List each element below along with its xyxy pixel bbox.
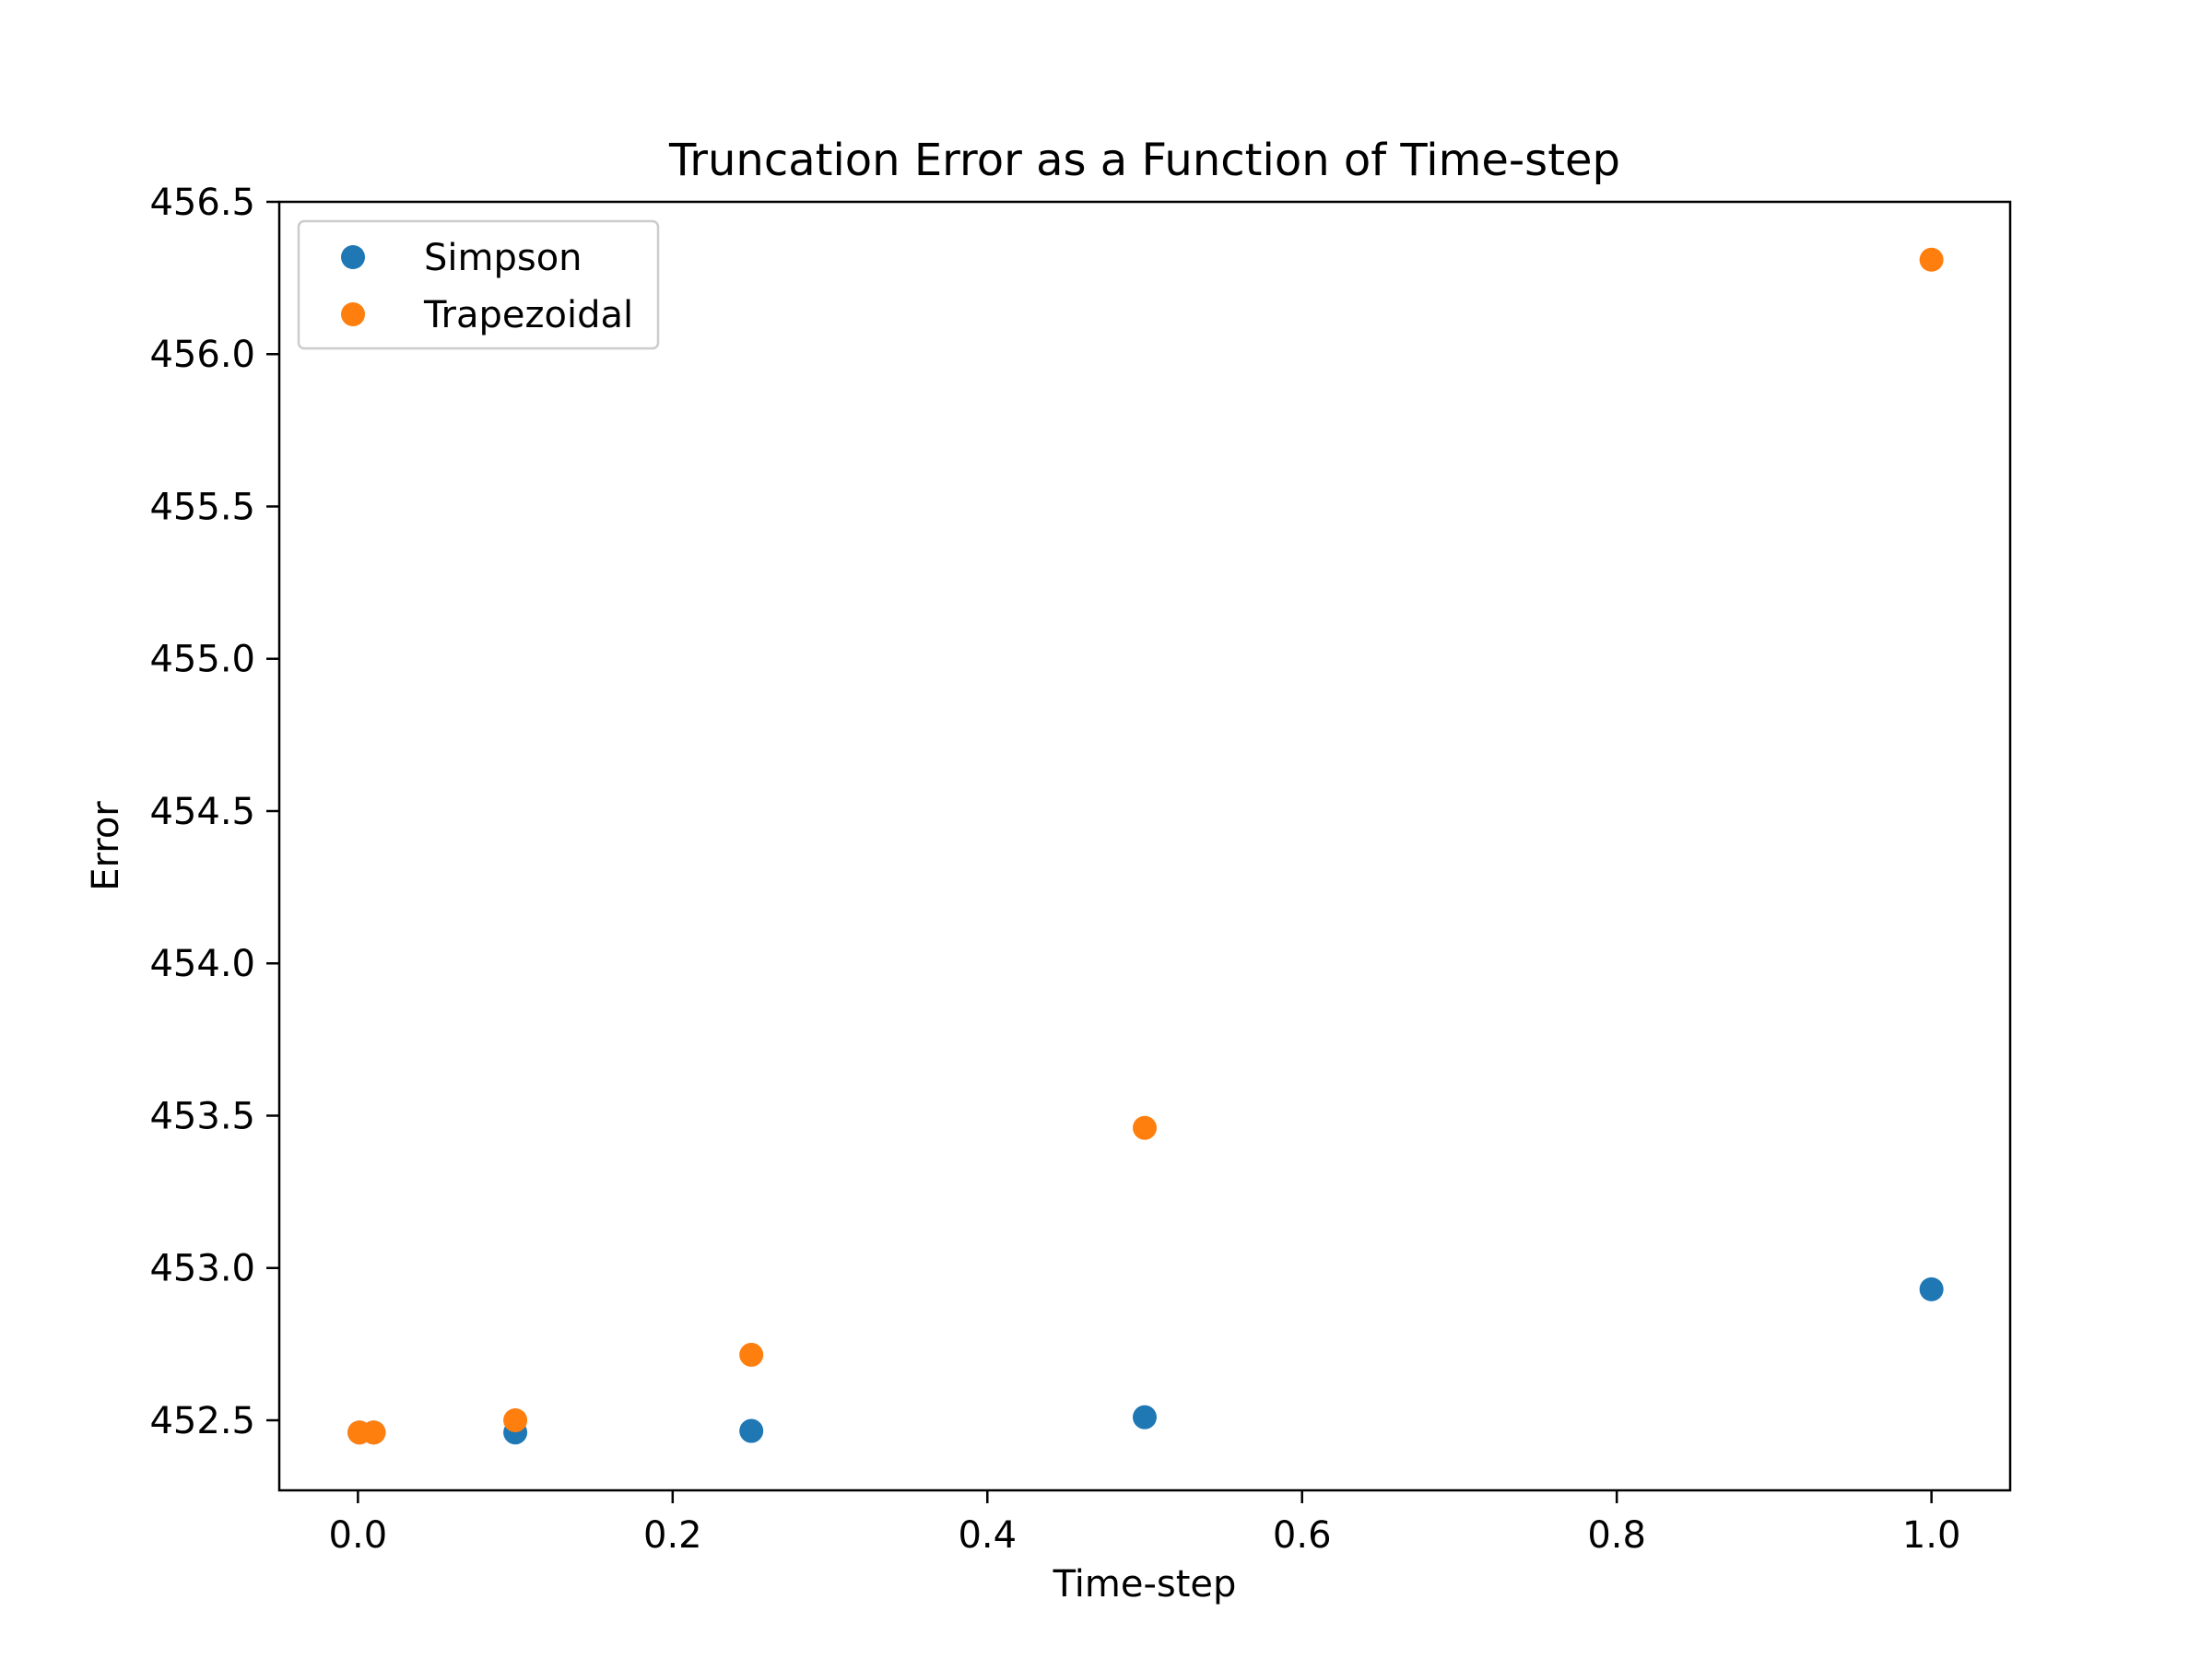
y-tick-label: 453.5 — [149, 1095, 255, 1137]
y-axis: 452.5 453.0 453.5 454.0 454.5 455.0 455.5 456.0… — [149, 182, 279, 1442]
legend: Simpson Trapezoidal — [297, 219, 660, 350]
simpson-point — [1133, 1405, 1157, 1430]
legend-box — [297, 219, 660, 350]
trapezoidal-point — [1919, 247, 1944, 272]
x-axis: 0.0 0.2 0.4 0.6 0.8 1.0 — [329, 1490, 1961, 1557]
y-tick-label: 452.5 — [149, 1400, 255, 1442]
trapezoidal-point — [503, 1407, 528, 1432]
x-tick-label: 0.2 — [643, 1514, 702, 1557]
plot-frame — [277, 200, 2012, 1492]
legend-marker-trapezoidal — [341, 302, 365, 326]
legend-label-simpson: Simpson — [424, 237, 582, 279]
trapezoidal-point — [739, 1342, 764, 1367]
y-axis-label: Error — [85, 801, 127, 891]
x-tick-label: 0.6 — [1273, 1514, 1332, 1557]
simpson-point — [739, 1418, 764, 1443]
x-tick-label: 0.4 — [958, 1514, 1017, 1557]
x-axis-label: Time-step — [1053, 1563, 1237, 1606]
trapezoidal-point — [361, 1420, 386, 1445]
x-tick-label: 0.0 — [329, 1514, 388, 1557]
y-tick-label: 453.0 — [149, 1248, 255, 1290]
x-tick-label: 0.8 — [1587, 1514, 1646, 1557]
trapezoidal-point — [1133, 1115, 1157, 1140]
y-tick-label: 454.0 — [149, 943, 255, 985]
y-tick-label: 455.5 — [149, 486, 255, 528]
y-tick-label: 455.0 — [149, 639, 255, 681]
y-tick-label: 456.5 — [149, 182, 255, 224]
chart-title: Truncation Error as a Function of Time-s… — [668, 135, 1620, 186]
data-points — [347, 247, 1944, 1445]
legend-marker-simpson — [341, 245, 365, 269]
y-tick-label: 454.5 — [149, 791, 255, 833]
y-tick-label: 456.0 — [149, 334, 255, 376]
simpson-point — [1919, 1277, 1944, 1301]
legend-label-trapezoidal: Trapezoidal — [423, 294, 633, 336]
x-tick-label: 1.0 — [1902, 1514, 1961, 1557]
